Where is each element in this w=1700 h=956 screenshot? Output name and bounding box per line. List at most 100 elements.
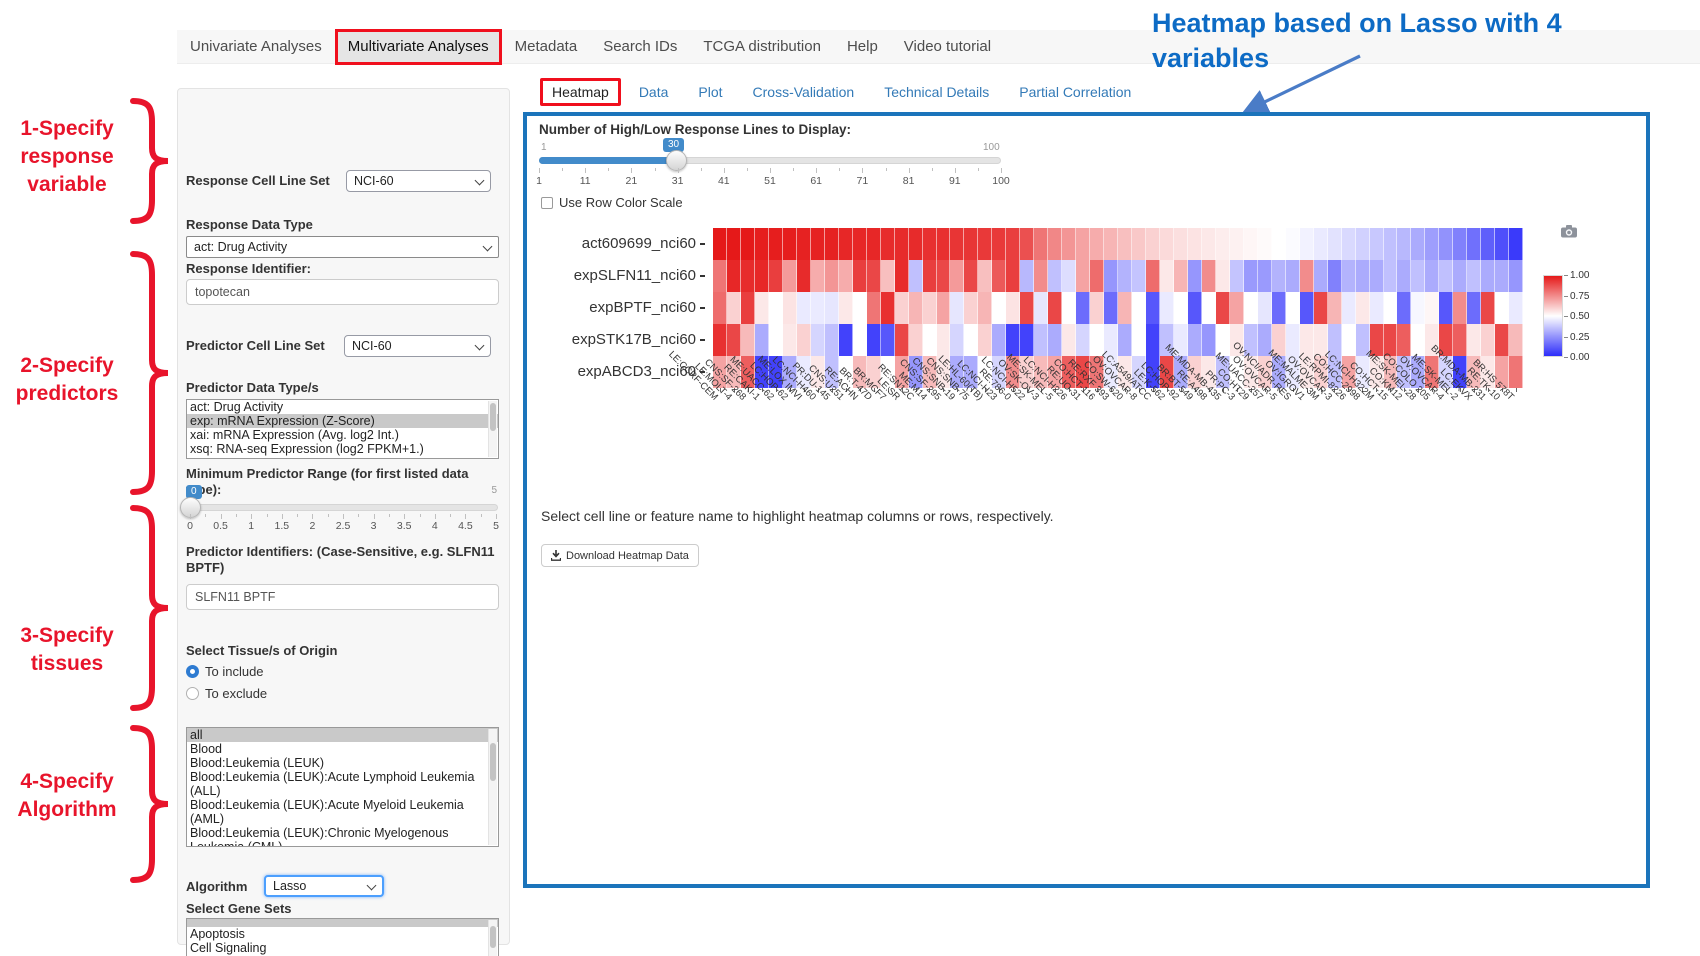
heatmap-cell[interactable] [1369, 324, 1384, 356]
heatmap-cell[interactable] [824, 324, 839, 356]
heatmap-cell[interactable] [768, 324, 783, 356]
heatmap-cell[interactable] [1383, 324, 1398, 356]
heatmap-cell[interactable] [838, 292, 853, 324]
heatmap-cell[interactable] [1229, 260, 1244, 292]
heatmap-cell[interactable] [880, 356, 895, 388]
heatmap-cell[interactable] [1495, 324, 1510, 356]
response-data-type-select[interactable]: act: Drug Activity [186, 236, 499, 258]
heatmap-cell[interactable] [1048, 228, 1063, 260]
heatmap-cell[interactable] [824, 260, 839, 292]
heatmap-cell[interactable] [824, 228, 839, 260]
heatmap-cell[interactable] [1104, 260, 1119, 292]
heatmap-cell[interactable] [1146, 228, 1160, 260]
heatmap-cell[interactable] [726, 228, 741, 260]
heatmap-cell[interactable] [782, 260, 797, 292]
heatmap-cell[interactable] [796, 356, 811, 388]
heatmap-cell[interactable] [1397, 228, 1412, 260]
heatmap-cell[interactable] [1201, 260, 1216, 292]
heatmap-cell[interactable] [1397, 356, 1412, 388]
heatmap-cell[interactable] [1243, 228, 1258, 260]
heatmap-cell[interactable] [1467, 324, 1482, 356]
heatmap-cell[interactable] [1104, 356, 1119, 388]
heatmap-cell[interactable] [1313, 260, 1328, 292]
heatmap-cell[interactable] [1243, 356, 1258, 388]
heatmap-cell[interactable] [1285, 228, 1300, 260]
tissues-include-label[interactable]: To include [205, 664, 264, 679]
heatmap-cell[interactable] [1201, 292, 1216, 324]
heatmap-cell[interactable] [838, 260, 853, 292]
nav-item-tcga-distribution[interactable]: TCGA distribution [703, 37, 821, 55]
heatmap-cell[interactable] [810, 324, 825, 356]
heatmap-cell[interactable] [1481, 228, 1496, 260]
heatmap-cell[interactable] [1132, 356, 1147, 388]
predictor-identifiers-input[interactable] [186, 584, 499, 610]
heatmap-cell[interactable] [1215, 324, 1230, 356]
heatmap-cell[interactable] [950, 356, 965, 388]
heatmap-cell[interactable] [1453, 292, 1468, 324]
heatmap-cell[interactable] [740, 324, 755, 356]
heatmap-cell[interactable] [1160, 228, 1174, 260]
heatmap-cell[interactable] [1327, 292, 1342, 324]
heatmap-cell[interactable] [1146, 356, 1160, 388]
heatmap-cell[interactable] [1299, 228, 1314, 260]
predictor-cell-line-set-select[interactable]: NCI-60 [344, 335, 491, 357]
heatmap-cell[interactable] [1076, 324, 1091, 356]
heatmap-cell[interactable] [866, 324, 881, 356]
heatmap-cell[interactable] [1341, 324, 1356, 356]
heatmap-cell[interactable] [950, 228, 965, 260]
heatmap-cell[interactable] [1467, 292, 1482, 324]
heatmap-cell[interactable] [950, 292, 965, 324]
heatmap-cell[interactable] [1132, 228, 1147, 260]
nav-item-univariate-analyses[interactable]: Univariate Analyses [190, 37, 322, 55]
tab-heatmap[interactable]: Heatmap [540, 78, 621, 106]
heatmap-cell[interactable] [1146, 260, 1160, 292]
heatmap-cell[interactable] [1132, 260, 1147, 292]
heatmap-cell[interactable] [1006, 292, 1021, 324]
heatmap-cell[interactable] [1062, 228, 1077, 260]
tissue-option[interactable]: Blood:Leukemia (LEUK):Acute Myeloid Leuk… [190, 798, 464, 826]
heatmap-cell[interactable] [726, 324, 741, 356]
heatmap-cell[interactable] [1271, 356, 1286, 388]
tissue-option[interactable]: Blood:Leukemia (LEUK):Acute Lymphoid Leu… [190, 770, 475, 798]
scrollbar[interactable] [488, 401, 497, 457]
heatmap-cell[interactable] [922, 356, 937, 388]
heatmap-cell[interactable] [1034, 260, 1049, 292]
heatmap-cell[interactable] [1257, 292, 1272, 324]
tissue-option[interactable]: Blood [190, 742, 222, 756]
heatmap-cell[interactable] [824, 356, 839, 388]
heatmap-cell[interactable] [1173, 292, 1188, 324]
heatmap-cell[interactable] [1104, 292, 1119, 324]
gene-set-option[interactable]: ABC transporters [187, 919, 498, 927]
heatmap-cell[interactable] [1439, 292, 1454, 324]
heatmap-cell[interactable] [922, 292, 937, 324]
row-color-scale-checkbox[interactable] [541, 197, 553, 209]
heatmap-cell[interactable] [838, 324, 853, 356]
heatmap-cell[interactable] [1118, 228, 1133, 260]
heatmap-cell[interactable] [964, 324, 979, 356]
heatmap-cell[interactable] [782, 228, 797, 260]
heatmap-row-label[interactable]: expSLFN11_nci60 [535, 260, 705, 292]
heatmap-cell[interactable] [1299, 356, 1314, 388]
tissues-include-radio[interactable] [186, 665, 199, 678]
heatmap-cell[interactable] [1411, 260, 1426, 292]
gene-set-option[interactable]: Apoptosis [190, 927, 245, 941]
heatmap-cell[interactable] [1187, 228, 1202, 260]
heatmap-cell[interactable] [1327, 260, 1342, 292]
heatmap-cell[interactable] [1397, 324, 1412, 356]
heatmap-cell[interactable] [1341, 356, 1356, 388]
heatmap-cell[interactable] [1397, 260, 1412, 292]
heatmap-cell[interactable] [1034, 228, 1049, 260]
heatmap-cell[interactable] [992, 324, 1007, 356]
heatmap-row-label[interactable]: expSTK17B_nci60 [535, 324, 705, 356]
heatmap-cell[interactable] [1453, 324, 1468, 356]
heatmap-cell[interactable] [894, 260, 909, 292]
heatmap-cell[interactable] [768, 228, 783, 260]
tissue-option[interactable]: Blood:Leukemia (LEUK) [190, 756, 325, 770]
heatmap-cell[interactable] [1118, 292, 1133, 324]
heatmap-cell[interactable] [1160, 292, 1174, 324]
heatmap-cell[interactable] [1090, 228, 1105, 260]
heatmap-cell[interactable] [1243, 292, 1258, 324]
heatmap-cell[interactable] [754, 260, 769, 292]
heatmap-cell[interactable] [852, 324, 867, 356]
heatmap-cell[interactable] [894, 292, 909, 324]
